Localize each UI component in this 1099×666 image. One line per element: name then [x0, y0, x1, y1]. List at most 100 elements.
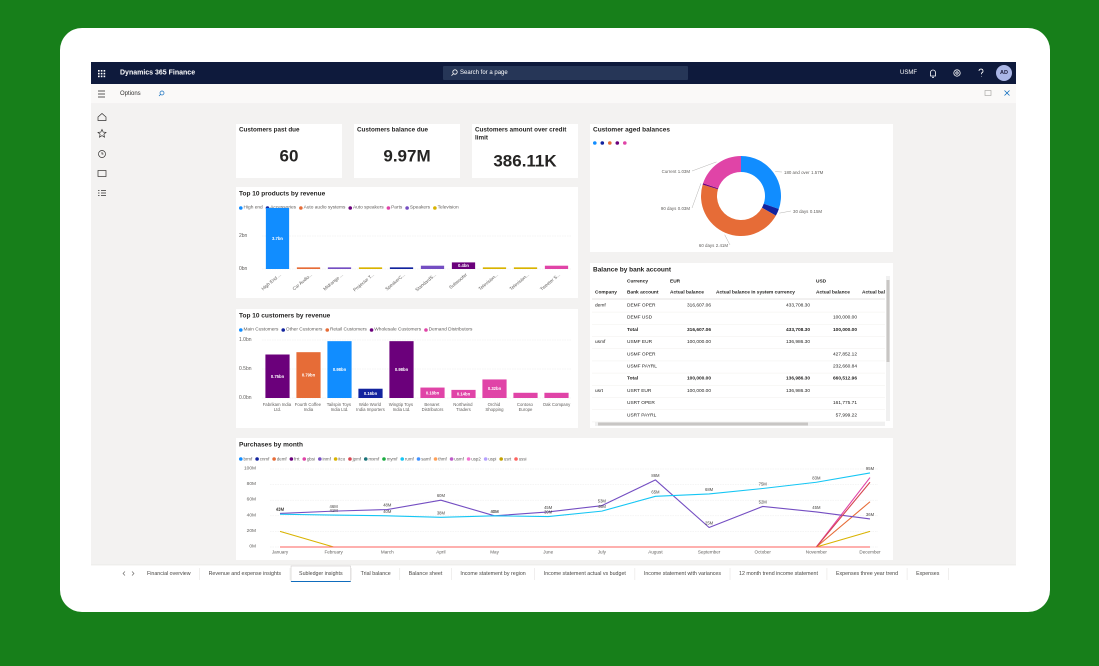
report-tab[interactable]: Income statement with variances	[644, 571, 721, 577]
report-tab[interactable]: Expenses	[916, 571, 940, 577]
donut-slice	[700, 184, 776, 237]
report-tab[interactable]: Revenue and expense insights	[209, 571, 282, 577]
legend-label: Other Customers	[286, 327, 323, 333]
table-cell: 433,708.30	[786, 327, 810, 333]
action-bar	[91, 84, 1016, 104]
x-tick-label: July	[598, 550, 607, 555]
search-box[interactable]	[443, 66, 688, 80]
y-tick-label: 2bn	[239, 233, 248, 239]
table-cell: 57,999.22	[836, 412, 858, 418]
bar	[358, 267, 383, 269]
tab-arrows[interactable]	[122, 571, 135, 576]
bar	[389, 267, 414, 269]
table-cell: USMF EUR	[627, 339, 653, 345]
x-tick-label: Fabrikam India Ltd.	[263, 402, 293, 412]
help-icon[interactable]	[978, 68, 984, 77]
kpi-card	[354, 124, 460, 178]
legend-swatch	[348, 206, 353, 210]
close-icon[interactable]	[1004, 90, 1010, 96]
search-placeholder[interactable]: Search for a page	[460, 70, 508, 76]
active-tab	[290, 565, 351, 582]
legend-label: Speakers	[410, 205, 431, 211]
text-line: Northwind	[453, 402, 474, 407]
settings-icon[interactable]	[953, 69, 961, 77]
modules-icon[interactable]	[98, 190, 106, 196]
table-cell: 100,000.00	[833, 327, 857, 333]
data-label: 40M	[383, 509, 392, 514]
report-tab[interactable]: Income statement by region	[460, 571, 525, 577]
report-tab[interactable]: Financial overview	[147, 571, 191, 577]
data-label: 43M	[276, 506, 285, 511]
table-hscrollbar[interactable]	[598, 422, 808, 426]
report-tab[interactable]: Expenses three year trend	[836, 571, 898, 577]
company-picker[interactable]: USMF	[900, 70, 917, 76]
recent-icon[interactable]	[98, 150, 106, 158]
table-cell: 136,986.30	[786, 376, 810, 382]
home-icon[interactable]	[97, 113, 107, 121]
leader-line	[724, 234, 731, 246]
x-tick-label: February	[324, 550, 343, 555]
legend-label: mxmf	[368, 457, 380, 462]
nav-icons	[97, 113, 107, 196]
legend-swatch	[299, 206, 303, 210]
app-title: Dynamics 365 Finance	[120, 70, 195, 77]
text-line: Oak Company	[543, 402, 571, 407]
waffle-icon[interactable]	[98, 70, 106, 78]
table-scrollbar[interactable]	[886, 280, 890, 362]
kpi-label: Customers balance due	[357, 126, 429, 133]
legend-label: brmf	[244, 457, 254, 462]
report-tab[interactable]: Balance sheet	[409, 571, 443, 577]
bar	[513, 392, 538, 398]
slice-value: 0.03M	[678, 206, 691, 211]
search-icon	[451, 69, 458, 76]
data-label: 68M	[705, 487, 714, 492]
text-line: Fourth Coffee	[295, 402, 322, 407]
donut-slice	[741, 156, 781, 209]
data-label: 180 and over 1.57M	[784, 170, 824, 175]
legend-label: jpmf	[352, 457, 362, 462]
y-tick-label: 0.5bn	[239, 366, 252, 372]
legend-swatch	[615, 141, 620, 145]
x-tick-label: May	[490, 550, 499, 555]
kpi-value: 386.11K	[493, 152, 557, 171]
legend-swatch	[325, 328, 330, 332]
kpi-value: 9.97M	[383, 147, 430, 166]
favorites-icon[interactable]	[97, 128, 107, 138]
report-tab[interactable]: 12 month trend income statement	[739, 571, 818, 577]
data-label: 0.32bn	[488, 386, 502, 391]
chart-title: Customer aged balances	[593, 127, 670, 134]
table-cell: usmf	[595, 339, 606, 345]
chart-title: Purchases by month	[239, 442, 303, 449]
popout-icon[interactable]	[984, 90, 992, 96]
text-line: India Ltd.	[393, 407, 411, 412]
x-tick-label: December	[859, 550, 881, 555]
report-tab[interactable]: Income statement actual vs budget	[544, 571, 627, 577]
kpi-card	[472, 124, 578, 178]
report-tab[interactable]: Subledger insights	[299, 571, 343, 577]
legend-swatch	[386, 206, 391, 210]
workspaces-icon[interactable]	[97, 170, 107, 177]
report-tab[interactable]: Trial balance	[361, 571, 391, 577]
legend-label: Parts	[391, 205, 403, 211]
data-label: 52M	[759, 499, 768, 504]
legend-swatch	[400, 457, 405, 461]
legend-swatch	[499, 457, 503, 461]
line-series	[279, 472, 871, 518]
data-label: 41M	[330, 508, 339, 513]
bar	[482, 267, 507, 269]
options-search-icon[interactable]	[158, 90, 165, 97]
bank-card	[590, 263, 893, 428]
legend-swatch	[348, 457, 352, 461]
menu-icon[interactable]	[98, 90, 105, 98]
legend-label: Accessories	[270, 205, 296, 211]
data-label: 46M	[598, 504, 607, 509]
donut-slice	[703, 156, 741, 189]
data-label: 45M	[544, 505, 553, 510]
data-label: 39M	[544, 510, 553, 515]
data-label: 60 days 2.41M	[699, 243, 728, 248]
avatar[interactable]	[996, 65, 1012, 81]
legend-swatch	[608, 141, 612, 145]
bell-icon[interactable]	[930, 69, 936, 78]
